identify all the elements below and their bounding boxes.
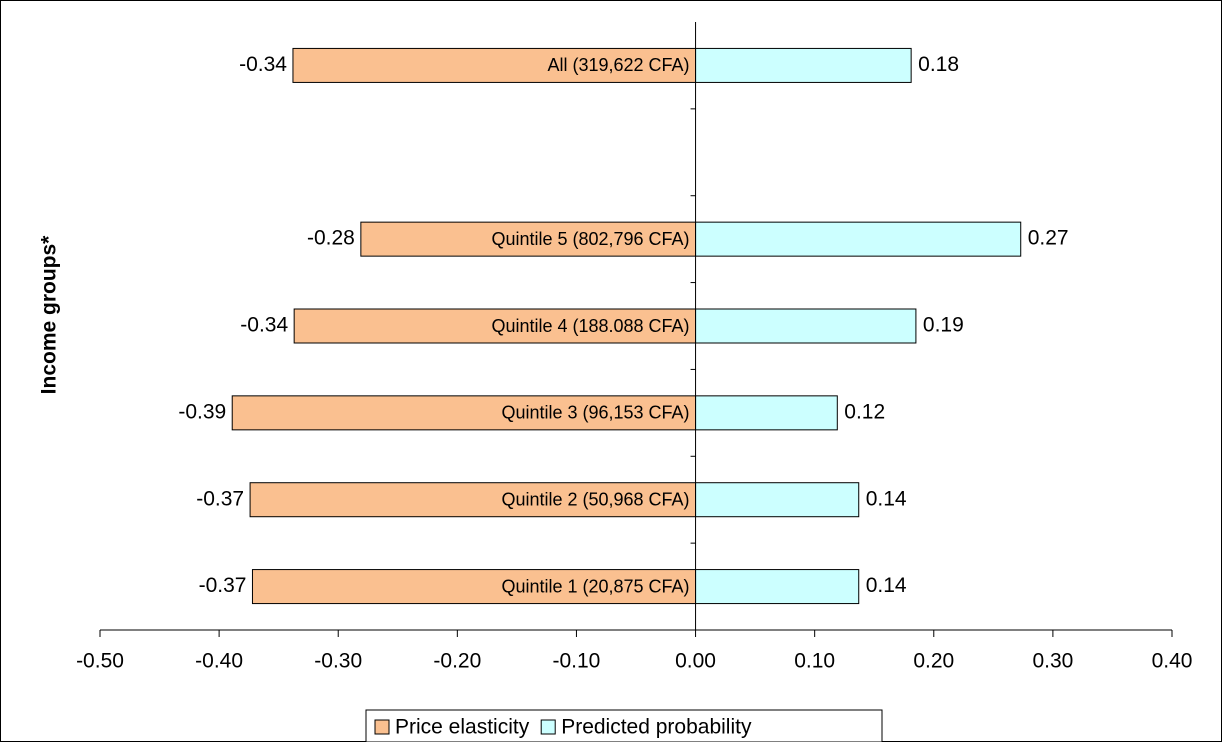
x-tick-label: 0.30 (1032, 650, 1073, 673)
price-elasticity-bar (293, 308, 697, 344)
x-axis: -0.50 -0.40 -0.30 -0.20 -0.10 0.00 0.10 0.20 0.3… (76, 22, 1192, 673)
x-tick-label: 0.10 (794, 650, 835, 673)
predicted-probability-value-label: 0.14 (866, 574, 907, 597)
legend-swatch-predicted-probability (540, 719, 556, 735)
predicted-probability-bar (695, 221, 1022, 257)
category-label: Quintile 3 (96,153 CFA) (501, 403, 689, 423)
predicted-probability-bar (695, 308, 917, 344)
x-tick-label: -0.20 (433, 650, 481, 673)
predicted-probability-bar (695, 569, 860, 605)
price-elasticity-bar (231, 395, 697, 431)
price-elasticity-value-label: -0.39 (178, 400, 226, 423)
price-elasticity-value-label: -0.34 (239, 53, 287, 76)
x-tick-label: -0.40 (195, 650, 243, 673)
category-label: Quintile 5 (802,796 CFA) (491, 229, 689, 249)
category-label: All (319,622 CFA) (547, 55, 689, 75)
category-label: Quintile 2 (50,968 CFA) (501, 489, 689, 509)
predicted-probability-value-label: 0.12 (844, 400, 885, 423)
legend-box (365, 709, 883, 743)
price-elasticity-bar (249, 482, 697, 518)
predicted-probability-value-label: 0.18 (918, 53, 959, 76)
predicted-probability-bar (695, 482, 860, 518)
legend-label-price-elasticity: Price elasticity (395, 716, 530, 739)
x-tick-label: -0.10 (553, 650, 601, 673)
category-label: Quintile 4 (188.088 CFA) (491, 316, 689, 336)
x-tick-label: 0.00 (675, 650, 716, 673)
predicted-probability-bar (695, 47, 912, 83)
price-elasticity-value-label: -0.37 (196, 487, 244, 510)
predicted-probability-value-label: 0.14 (866, 487, 907, 510)
legend-label-predicted-probability: Predicted probability (561, 716, 752, 739)
x-tick-label: 0.40 (1152, 650, 1193, 673)
x-tick-label: 0.20 (913, 650, 954, 673)
x-tick-label: -0.50 (76, 650, 124, 673)
price-elasticity-value-label: -0.28 (307, 227, 355, 250)
predicted-probability-value-label: 0.27 (1028, 227, 1069, 250)
price-elasticity-value-label: -0.37 (199, 574, 247, 597)
legend: Price elasticity Predicted probability (365, 709, 883, 743)
price-elasticity-bar (292, 47, 697, 83)
legend-swatch-price-elasticity (374, 719, 390, 735)
bars-layer: -0.37 0.14 Quintile 1 (20,875 CFA) -0.37 0.1… (178, 47, 1069, 605)
price-elasticity-value-label: -0.34 (240, 314, 288, 337)
x-tick-label: -0.30 (314, 650, 362, 673)
category-label: Quintile 1 (20,875 CFA) (501, 576, 689, 596)
predicted-probability-bar (695, 395, 838, 431)
price-elasticity-bar (360, 221, 697, 257)
predicted-probability-value-label: 0.19 (923, 314, 964, 337)
price-elasticity-bar (251, 569, 697, 605)
y-axis-label: Income groups* (38, 235, 61, 395)
